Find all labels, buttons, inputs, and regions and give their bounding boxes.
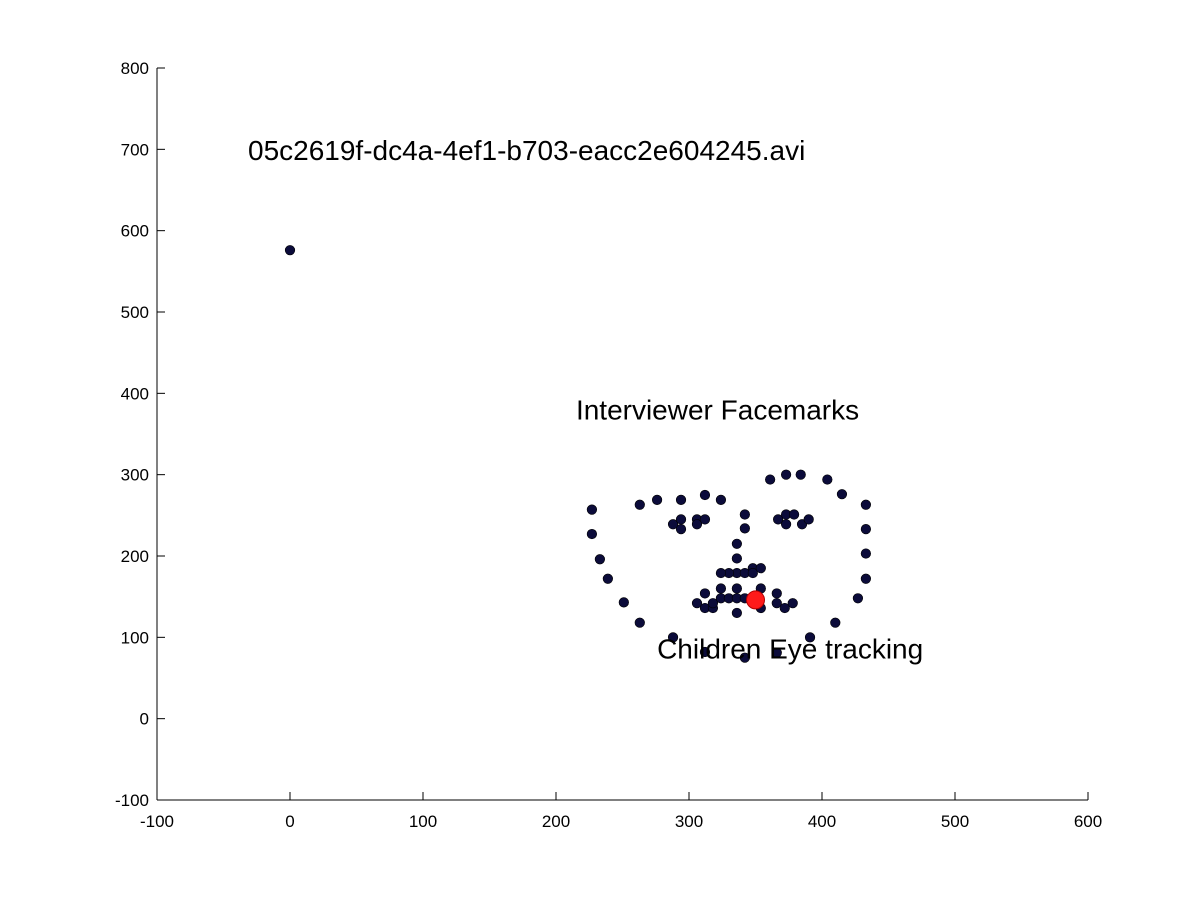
eye-tracking-point	[746, 590, 765, 610]
facemark-point	[780, 469, 792, 480]
facemark-point	[860, 548, 871, 559]
facemark-point	[634, 499, 645, 510]
facemark-point	[787, 598, 798, 609]
facemark-point	[788, 509, 800, 520]
facemark-point	[765, 474, 776, 485]
facemark-point	[618, 597, 629, 608]
facemark-point	[755, 563, 766, 574]
facemark-point	[739, 523, 750, 534]
facemark-point	[804, 632, 816, 643]
facemark-point	[715, 567, 727, 579]
facemark-point	[691, 519, 703, 530]
facemark-point	[739, 509, 750, 520]
facemark-point	[284, 245, 296, 256]
facemark-point	[830, 617, 841, 628]
facemark-point	[651, 494, 663, 505]
facemark-point	[795, 469, 806, 480]
x-tick-label: 600	[1074, 812, 1102, 831]
facemark-point	[739, 652, 750, 663]
facemark-point	[731, 583, 742, 594]
facemark-point	[667, 519, 679, 530]
facemark-point	[715, 583, 727, 594]
y-tick-label: -100	[115, 791, 149, 810]
x-tick-label: 300	[675, 812, 703, 831]
facemark-point	[860, 499, 871, 510]
facemark-point	[860, 573, 871, 584]
facemark-point	[675, 524, 687, 535]
facemark-point	[699, 588, 711, 599]
facemark-point	[780, 519, 792, 530]
facemark-point	[731, 607, 742, 619]
facemark-point	[836, 489, 848, 500]
facemark-point	[803, 514, 814, 525]
facemark-point	[731, 538, 742, 549]
facemark-point	[586, 504, 598, 515]
y-tick-label: 600	[121, 222, 149, 241]
x-tick-label: 0	[285, 812, 294, 831]
annotation-interviewer-facemarks: Interviewer Facemarks	[576, 395, 859, 426]
facemark-point	[773, 514, 784, 525]
facemark-point	[771, 647, 782, 658]
facemark-point	[699, 514, 711, 525]
y-tick-label: 500	[121, 303, 149, 322]
x-tick-label: 200	[542, 812, 570, 831]
chart-title: 05c2619f-dc4a-4ef1-b703-eacc2e604245.avi	[248, 135, 805, 166]
tick-marks	[156, 67, 1089, 801]
facemark-point	[675, 514, 687, 525]
facemark-point	[586, 528, 598, 540]
facemark-point	[594, 554, 605, 565]
facemark-point	[602, 573, 613, 584]
y-tick-label: 700	[121, 140, 149, 159]
y-tick-label: 400	[121, 384, 149, 403]
facemark-point	[707, 598, 719, 609]
y-tick-label: 100	[121, 628, 149, 647]
facemark-point	[675, 494, 687, 505]
x-tick-label: 400	[808, 812, 836, 831]
facemark-point	[771, 588, 782, 599]
y-tick-label: 300	[121, 466, 149, 485]
axes	[156, 68, 1088, 801]
facemark-point	[852, 593, 864, 604]
x-tick-label: -100	[140, 812, 174, 831]
facemark-point	[747, 567, 758, 579]
facemark-point	[691, 598, 703, 609]
data-points	[284, 245, 871, 663]
facemark-point	[699, 489, 711, 501]
x-tick-label: 500	[941, 812, 969, 831]
facemark-point	[860, 524, 871, 535]
facemark-point	[699, 646, 711, 658]
facemark-point	[771, 598, 782, 609]
facemark-point	[731, 553, 742, 564]
facemark-point	[822, 474, 833, 485]
y-tick-label: 800	[121, 59, 149, 78]
tick-labels: -100 0 100 200 300 400 500 600 -100 0 100 200 300 400…	[115, 59, 1102, 831]
y-tick-label: 0	[140, 710, 149, 729]
annotation-children-eye-tracking: Children Eye tracking	[657, 634, 923, 665]
facemark-point	[667, 632, 679, 643]
facemark-point	[779, 602, 790, 614]
facemark-point	[715, 494, 727, 505]
x-tick-label: 100	[409, 812, 437, 831]
facemark-point	[634, 617, 645, 628]
y-tick-label: 200	[121, 547, 149, 566]
